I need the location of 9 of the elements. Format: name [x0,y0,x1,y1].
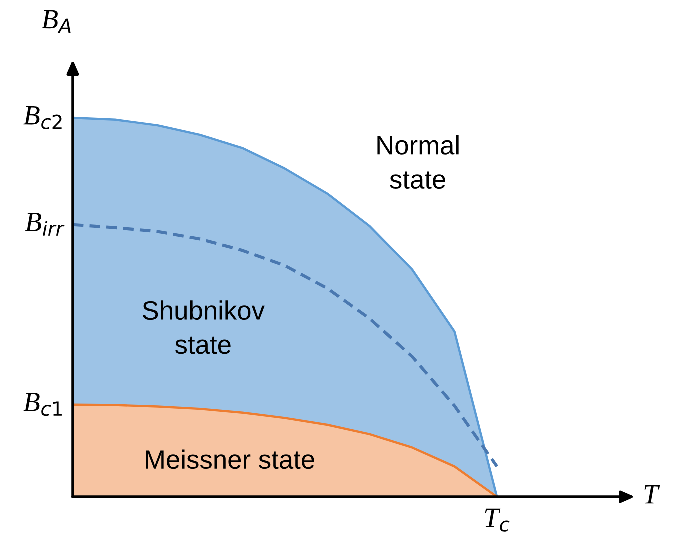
annotation: B$_{c2}$ [24,106,62,130]
annotation: B$_{c1}$ [24,393,62,416]
x-axis-title: T [644,485,660,504]
annotation: B$_{irr}$ [25,213,65,236]
text: T$_{c}$ [485,508,510,532]
annotation: Normal state [378,136,459,190]
annotation: Shubnikov state [142,300,265,354]
annotation: Meissner state [146,450,314,470]
y-axis-title: B$_{A}$ [42,10,71,34]
